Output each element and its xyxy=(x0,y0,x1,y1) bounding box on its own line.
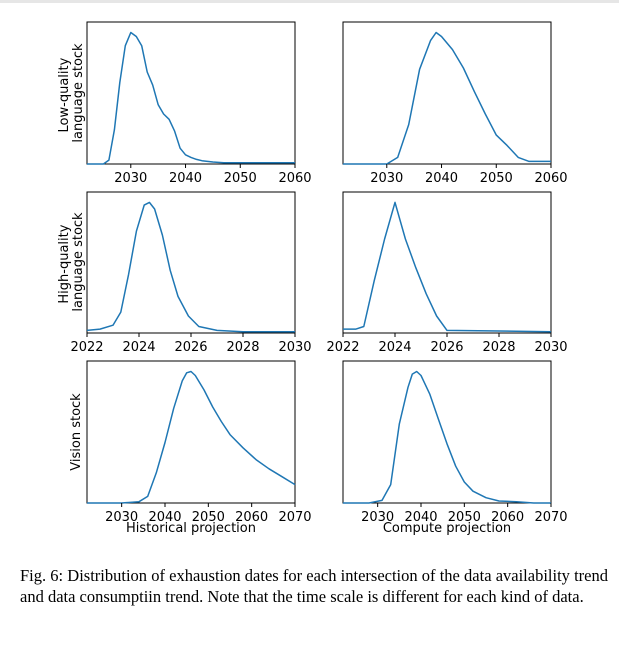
x-axis-label: Compute projection xyxy=(383,521,511,536)
y-axis-label-line: language stock xyxy=(71,212,86,312)
x-tick-label: 2024 xyxy=(378,340,411,355)
x-tick-label: 2030 xyxy=(114,171,147,186)
x-tick-label: 2022 xyxy=(70,340,103,355)
x-tick-label: 2050 xyxy=(224,171,257,186)
x-tick-label: 2070 xyxy=(278,510,311,525)
y-axis-label-line: Low-quality xyxy=(57,57,72,132)
x-tick-label: 2050 xyxy=(480,171,513,186)
figure-grid: Low-quality language stock 2030 2040 2050 2… xyxy=(57,21,568,536)
series-line xyxy=(343,370,551,504)
panel-high-quality-compute: 2022 2024 2026 2028 2030 xyxy=(326,191,568,355)
x-tick-label: 2028 xyxy=(482,340,515,355)
x-tick-label: 2050 xyxy=(192,510,225,525)
panel-frame xyxy=(86,360,296,504)
panel-frame xyxy=(342,360,552,504)
y-axis-label: Vision stock xyxy=(69,393,84,471)
x-tick-label: 2030 xyxy=(278,340,311,355)
panel-frame xyxy=(342,191,552,334)
top-edge-bar xyxy=(0,0,619,3)
panel-vision-compute: Compute projection 2030 2040 2050 2060 2070 xyxy=(342,360,568,536)
x-tick-label: 2024 xyxy=(122,340,155,355)
y-axis-label-line: High-quality xyxy=(57,224,72,303)
panel-frame xyxy=(86,191,296,334)
y-axis-label: High-quality language stock xyxy=(57,212,86,312)
panel-frame xyxy=(86,21,296,165)
x-tick-label: 2060 xyxy=(278,171,311,186)
x-tick-label: 2030 xyxy=(370,171,403,186)
x-tick-label: 2028 xyxy=(226,340,259,355)
panel-low-quality-historical: Low-quality language stock 2030 2040 2050 2… xyxy=(57,21,312,186)
x-tick-label: 2060 xyxy=(534,171,567,186)
series-line xyxy=(343,31,551,165)
figure-caption: Fig. 6: Distribution of exhaustion dates… xyxy=(20,566,608,606)
panel-frame xyxy=(342,21,552,165)
series-line xyxy=(87,370,296,504)
x-tick-label: 2026 xyxy=(430,340,463,355)
x-tick-label: 2060 xyxy=(491,510,524,525)
x-tick-label: 2070 xyxy=(534,510,567,525)
series-line xyxy=(87,31,295,165)
panel-low-quality-compute: 2030 2040 2050 2060 xyxy=(342,21,568,186)
x-tick-label: 2040 xyxy=(425,171,458,186)
x-tick-label: 2040 xyxy=(148,510,181,525)
x-tick-label: 2030 xyxy=(534,340,567,355)
y-axis-label: Low-quality language stock xyxy=(57,43,86,143)
x-tick-label: 2060 xyxy=(235,510,268,525)
x-tick-label: 2022 xyxy=(326,340,359,355)
x-tick-label: 2026 xyxy=(174,340,207,355)
x-tick-label: 2030 xyxy=(361,510,394,525)
x-tick-label: 2040 xyxy=(169,171,202,186)
x-tick-label: 2050 xyxy=(448,510,481,525)
panel-high-quality-historical: High-quality language stock 2022 2024 2026… xyxy=(57,191,312,355)
y-axis-label-line: language stock xyxy=(71,43,86,143)
series-line xyxy=(343,201,552,333)
panel-vision-historical: Vision stock Historical projection 2030 2… xyxy=(69,360,312,536)
series-line xyxy=(86,201,295,333)
x-tick-label: 2030 xyxy=(105,510,138,525)
x-axis-label: Historical projection xyxy=(126,521,256,536)
x-tick-label: 2040 xyxy=(404,510,437,525)
